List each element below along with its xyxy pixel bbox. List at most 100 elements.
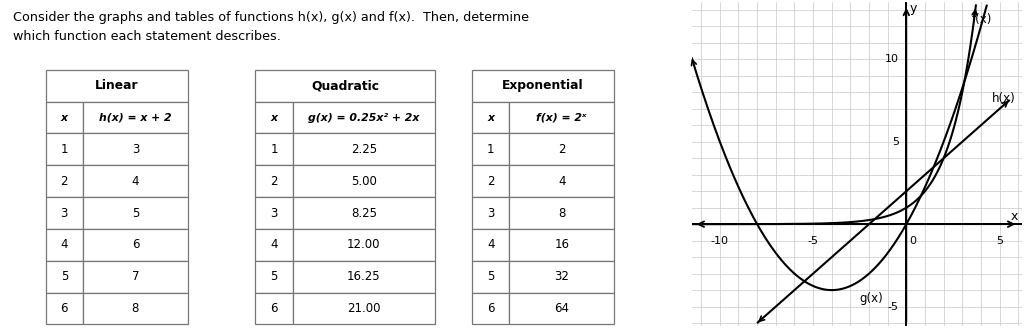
Text: y: y (909, 2, 916, 15)
Bar (46, 261, 83, 293)
Text: Linear: Linear (95, 79, 138, 92)
Text: x: x (270, 113, 278, 123)
Bar (293, 133, 435, 165)
Text: 5: 5 (996, 236, 1004, 246)
Text: 8.25: 8.25 (351, 207, 377, 219)
Text: x: x (1011, 210, 1018, 223)
Text: 1: 1 (60, 143, 68, 156)
Text: x: x (60, 113, 68, 123)
Bar (256, 197, 293, 229)
Text: 5: 5 (892, 137, 899, 147)
Bar (472, 165, 509, 197)
Bar (256, 165, 293, 197)
Text: 2: 2 (270, 175, 278, 188)
Bar (472, 293, 509, 324)
Text: 10: 10 (885, 54, 899, 64)
Bar (46, 133, 83, 165)
Bar (472, 70, 614, 102)
Text: h(x): h(x) (992, 92, 1016, 105)
Bar (46, 70, 187, 102)
Text: 8: 8 (558, 207, 565, 219)
Text: 4: 4 (132, 175, 139, 188)
Text: 12.00: 12.00 (347, 238, 381, 251)
Bar (472, 133, 509, 165)
Text: 8: 8 (132, 302, 139, 315)
Bar (83, 197, 187, 229)
Text: 6: 6 (60, 302, 68, 315)
Text: 4: 4 (558, 175, 565, 188)
Text: 5: 5 (270, 270, 278, 283)
Bar (256, 229, 293, 261)
Text: 3: 3 (270, 207, 278, 219)
Text: 5.00: 5.00 (351, 175, 377, 188)
Text: g(x) = 0.25x² + 2x: g(x) = 0.25x² + 2x (308, 113, 420, 123)
Bar (509, 261, 614, 293)
Bar (472, 229, 509, 261)
Text: 2: 2 (558, 143, 565, 156)
Bar (46, 229, 83, 261)
Bar (256, 70, 435, 102)
Bar (472, 261, 509, 293)
Text: 3: 3 (487, 207, 495, 219)
Bar (293, 229, 435, 261)
Bar (509, 165, 614, 197)
Bar (293, 197, 435, 229)
Text: -5: -5 (888, 301, 899, 312)
Bar (83, 165, 187, 197)
Text: 3: 3 (132, 143, 139, 156)
Bar (293, 102, 435, 133)
Bar (509, 102, 614, 133)
Text: 32: 32 (554, 270, 569, 283)
Bar (509, 229, 614, 261)
Bar (83, 133, 187, 165)
Text: h(x) = x + 2: h(x) = x + 2 (99, 113, 172, 123)
Text: 4: 4 (486, 238, 495, 251)
Text: 4: 4 (60, 238, 68, 251)
Bar (256, 102, 293, 133)
Text: 1: 1 (486, 143, 495, 156)
Text: 2: 2 (60, 175, 68, 188)
Bar (256, 261, 293, 293)
Bar (256, 133, 293, 165)
Bar (83, 261, 187, 293)
Text: 5: 5 (487, 270, 495, 283)
Bar (83, 293, 187, 324)
Bar (83, 102, 187, 133)
Bar (509, 133, 614, 165)
Text: x: x (487, 113, 495, 123)
Bar (472, 197, 509, 229)
Text: 6: 6 (132, 238, 139, 251)
Text: 7: 7 (132, 270, 139, 283)
Bar (509, 293, 614, 324)
Text: Consider the graphs and tables of functions h(x), g(x) and f(x).  Then, determin: Consider the graphs and tables of functi… (13, 11, 529, 43)
Text: 2.25: 2.25 (350, 143, 377, 156)
Text: f(x) = 2ˣ: f(x) = 2ˣ (537, 113, 587, 123)
Text: -5: -5 (808, 236, 818, 246)
Text: 16: 16 (554, 238, 569, 251)
Text: Exponential: Exponential (502, 79, 584, 92)
Bar (46, 197, 83, 229)
Text: 3: 3 (60, 207, 68, 219)
Bar (256, 293, 293, 324)
Bar (472, 102, 509, 133)
Text: 5: 5 (60, 270, 68, 283)
Text: 64: 64 (554, 302, 569, 315)
Text: Quadratic: Quadratic (311, 79, 379, 92)
Text: 5: 5 (132, 207, 139, 219)
Text: f(x): f(x) (972, 13, 992, 26)
Text: 21.00: 21.00 (347, 302, 381, 315)
Text: 16.25: 16.25 (347, 270, 381, 283)
Bar (46, 293, 83, 324)
Text: 1: 1 (270, 143, 278, 156)
Bar (46, 165, 83, 197)
Text: 6: 6 (486, 302, 495, 315)
Text: g(x): g(x) (860, 292, 884, 305)
Text: 6: 6 (270, 302, 278, 315)
Bar (293, 293, 435, 324)
Text: 2: 2 (486, 175, 495, 188)
Bar (293, 165, 435, 197)
Bar (46, 102, 83, 133)
Text: 0: 0 (909, 236, 916, 246)
Text: -10: -10 (711, 236, 729, 246)
Text: 4: 4 (270, 238, 278, 251)
